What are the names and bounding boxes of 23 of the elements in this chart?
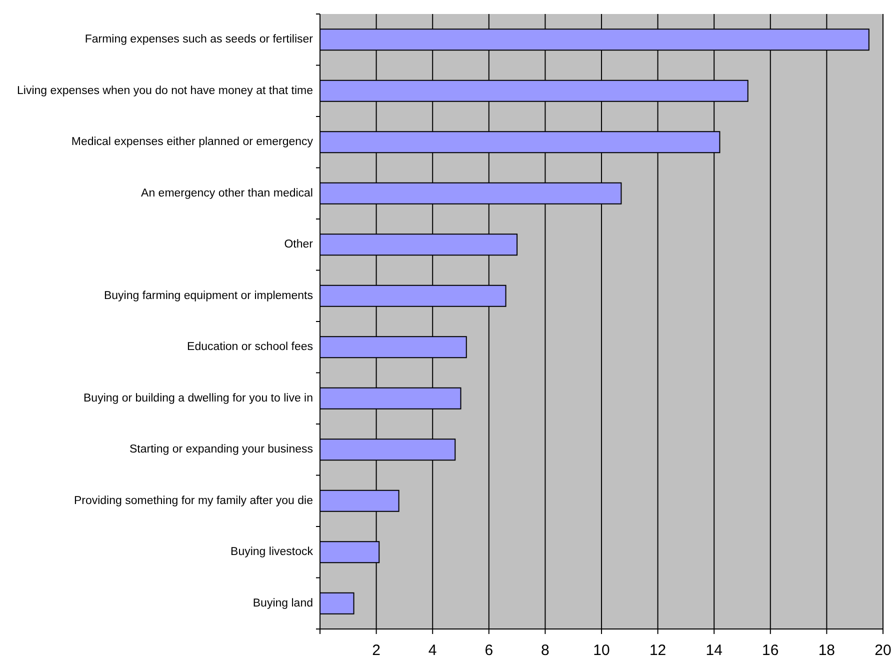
y-tick-label: Living expenses when you do not have money at that time — [17, 84, 313, 97]
x-tick-label: 20 — [874, 642, 892, 659]
y-tick-label: Education or school fees — [187, 341, 314, 354]
y-tick-label: Buying or building a dwelling for you to live in — [84, 392, 313, 404]
y-tick-label: Buying farming equipment or implements — [104, 290, 314, 302]
x-tick-label: 8 — [541, 642, 550, 659]
y-tick-label: Buying livestock — [230, 546, 314, 558]
y-tick-label: Farming expenses such as seeds or fertiliser — [84, 34, 314, 46]
bar — [320, 592, 354, 614]
x-tick-label: 2 — [372, 642, 380, 659]
x-tick-label: 16 — [762, 642, 779, 659]
x-tick-label: 6 — [484, 642, 494, 659]
x-tick-label: 10 — [593, 642, 610, 659]
y-tick-label: Medical expenses either planned or emergency — [71, 136, 314, 148]
y-tick-label: Buying land — [252, 597, 313, 610]
x-tick-label: 12 — [649, 642, 666, 659]
x-tick-label: 14 — [706, 642, 722, 659]
y-tick-label: Providing something for my family after you die — [74, 494, 313, 507]
y-tick-label: An emergency other than medical — [141, 187, 313, 200]
y-tick-label: Starting or expanding your business — [130, 444, 314, 456]
y-tick-label: Other — [284, 238, 314, 251]
x-tick-label: 18 — [818, 642, 836, 659]
x-tick-label: 4 — [428, 642, 437, 659]
